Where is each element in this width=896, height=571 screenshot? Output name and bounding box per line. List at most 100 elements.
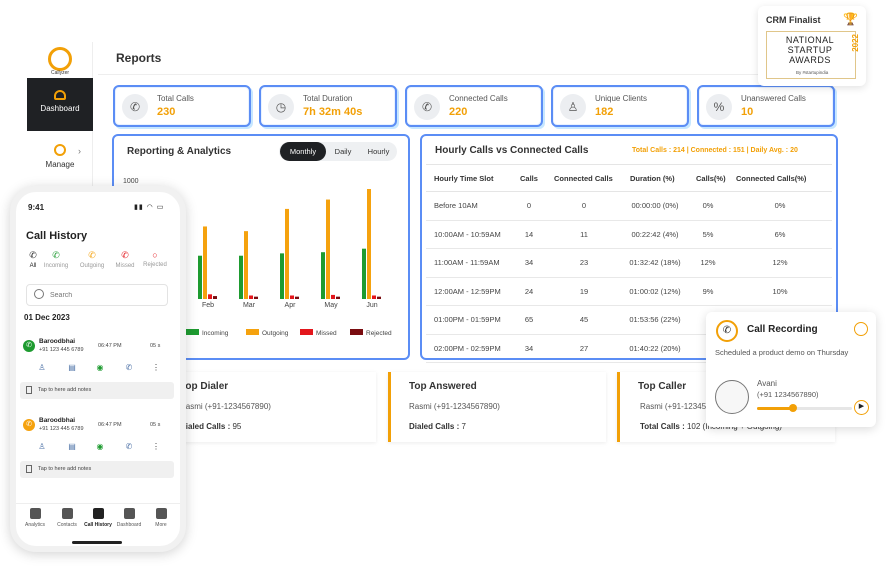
legend-swatch-incoming [186, 329, 199, 335]
legend-label-incoming[interactable]: Incoming [202, 330, 229, 337]
top-card-stat-label: Total Calls : [640, 422, 685, 431]
whatsapp-icon[interactable]: ◉ [96, 442, 104, 451]
page-title: Reports [116, 51, 162, 65]
bar-missed-jun [372, 295, 376, 299]
top-card-title: Top Answered [409, 381, 477, 392]
contact-name: Baroodbhai [39, 338, 76, 345]
more-options-icon[interactable]: ⋮ [152, 442, 160, 451]
nav-call-history[interactable]: Call History [83, 508, 113, 528]
table-cell: 01:00PM - 01:59PM [426, 305, 512, 335]
table-cell: 0 [512, 191, 546, 221]
crm-finalist-badge [758, 6, 866, 86]
stat-card-total-duration[interactable]: ◷ Total Duration 7h 32m 40s [259, 85, 397, 127]
bar-missed-may [331, 294, 335, 299]
stat-card-connected-calls[interactable]: ✆ Connected Calls 220 [405, 85, 543, 127]
sidebar-item-dashboard[interactable]: Dashboard [27, 78, 93, 131]
tab-monthly[interactable]: Monthly [280, 142, 326, 161]
nav-contacts[interactable]: Contacts [52, 508, 82, 528]
bar-rejected-feb [213, 296, 217, 299]
call-icon[interactable]: ✆ [125, 363, 133, 372]
award-by: By #startupindia [796, 70, 829, 75]
analytics-icon [29, 508, 41, 519]
tab-incoming[interactable]: ✆ Incoming [43, 250, 69, 269]
add-notes-field[interactable]: Tap to here add notes [20, 382, 174, 399]
contact-phone: +91 123 445 6789 [39, 347, 84, 353]
playback-progress-track[interactable] [757, 407, 852, 410]
table-row: 10:00AM - 10:59AM 14 11 00:22:42 (4%) 5% 6% [426, 220, 832, 249]
list-item[interactable]: ✆ Baroodbhai +91 123 445 6789 06:47 PM 0… [20, 336, 174, 404]
tab-hourly[interactable]: Hourly [367, 147, 390, 156]
top-card-title: Top Caller [638, 381, 687, 392]
recording-contact-name: Avani [757, 379, 777, 388]
column-header: Duration (%) [622, 164, 688, 192]
nav-analytics[interactable]: Analytics [20, 508, 50, 528]
bar-incoming-jun [362, 248, 366, 299]
table-cell: 02:00PM - 02:59PM [426, 334, 512, 363]
home-indicator [72, 541, 122, 544]
tab-all[interactable]: ✆ All [20, 250, 46, 269]
add-notes-field[interactable]: Tap to here add notes [20, 461, 174, 478]
list-item[interactable]: ✆ Baroodbhai +91 123 445 6789 06:47 PM 0… [20, 415, 174, 483]
stat-value: 220 [449, 106, 468, 118]
playback-scrubber-handle[interactable] [789, 404, 798, 412]
column-header: Connected Calls [546, 164, 622, 192]
bar-missed-feb [208, 294, 212, 299]
menu-icon [155, 508, 167, 519]
bar-rejected-may [336, 296, 340, 299]
nav-dashboard[interactable]: Dashboard [114, 508, 144, 528]
percent-icon: % [706, 94, 732, 120]
legend-label-rejected[interactable]: Rejected [366, 330, 392, 337]
dashboard-icon [123, 508, 135, 519]
tab-label: Missed [115, 263, 135, 269]
add-contact-icon[interactable]: ♙ [38, 442, 46, 451]
call-time: 06:47 PM [98, 343, 122, 349]
more-options-icon[interactable]: ⋮ [152, 363, 160, 372]
search-box [26, 284, 168, 306]
note-placeholder: Tap to here add notes [38, 387, 92, 393]
stat-card-total-calls[interactable]: ✆ Total Calls 230 [113, 85, 251, 127]
sidebar-item-manage[interactable]: › Manage [27, 140, 93, 180]
tab-daily[interactable]: Daily [334, 147, 352, 156]
x-tick-label: Apr [285, 302, 297, 309]
bar-outgoing-may [326, 199, 330, 299]
nav-label: Call History [84, 522, 112, 528]
legend-label-outgoing[interactable]: Outgoing [262, 330, 289, 337]
table-cell: 45 [546, 305, 622, 335]
table-cell: 01:40:22 (20%) [622, 334, 688, 363]
table-row: 11:00AM - 11:59AM 34 23 01:32:42 (18%) 12% 12… [426, 248, 832, 278]
table-cell: 11:00AM - 11:59AM [426, 248, 512, 278]
chevron-right-icon: › [78, 146, 81, 156]
tab-outgoing[interactable]: ✆ Outgoing [79, 250, 105, 269]
search-input[interactable] [50, 287, 160, 303]
table-cell: 0% [728, 191, 832, 221]
nav-label: Analytics [24, 522, 45, 528]
stat-card-unanswered-calls[interactable]: % Unanswered Calls 10 [697, 85, 835, 127]
table-cell: 5% [688, 220, 728, 249]
table-cell: 0 [546, 191, 622, 221]
message-icon[interactable]: ▤ [68, 442, 76, 451]
legend-swatch-rejected [350, 329, 363, 335]
table-row: 12:00AM - 12:59PM 24 19 01:00:02 (12%) 9% 10% [426, 277, 832, 306]
tab-rejected[interactable]: ○ Rejected [142, 250, 168, 268]
add-contact-icon[interactable]: ♙ [38, 363, 46, 372]
play-icon[interactable]: ▶ [854, 400, 869, 415]
trophy-icon: 🏆 [843, 12, 858, 26]
message-icon[interactable]: ▤ [68, 363, 76, 372]
stat-card-unique-clients[interactable]: ♙ Unique Clients 182 [551, 85, 689, 127]
clock-icon: ◷ [268, 94, 294, 120]
legend-label-missed[interactable]: Missed [316, 330, 337, 337]
stat-value: 182 [595, 106, 614, 118]
whatsapp-icon[interactable]: ◉ [96, 363, 104, 372]
table-cell: 11 [546, 220, 622, 249]
x-tick-label: Mar [243, 302, 256, 309]
nav-more[interactable]: More [146, 508, 176, 528]
bar-incoming-feb [198, 255, 202, 299]
call-icon[interactable]: ✆ [125, 442, 133, 451]
note-placeholder: Tap to here add notes [38, 466, 92, 472]
award-text: NATIONAL STARTUP AWARDS [770, 35, 850, 65]
legend-swatch-outgoing [246, 329, 259, 335]
date-header: 01 Dec 2023 [24, 313, 70, 322]
tab-missed[interactable]: ✆ Missed [112, 250, 138, 269]
recording-settings-icon[interactable] [854, 322, 868, 336]
table-row: Before 10AM 0 0 00:00:00 (0%) 0% 0% [426, 191, 832, 221]
